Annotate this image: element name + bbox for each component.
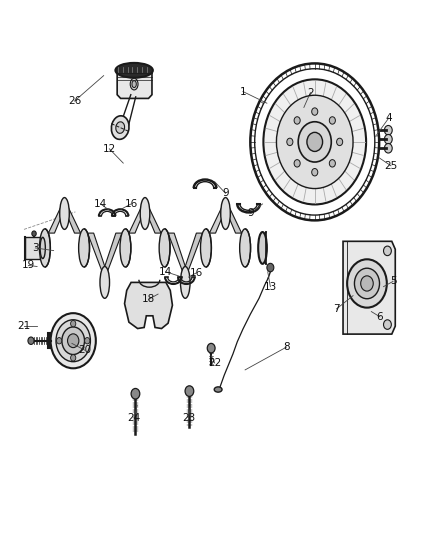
Circle shape	[307, 132, 322, 151]
Ellipse shape	[221, 198, 230, 229]
Circle shape	[354, 268, 379, 298]
Polygon shape	[168, 233, 187, 273]
Circle shape	[185, 386, 194, 397]
Text: 3: 3	[32, 243, 39, 253]
Circle shape	[267, 263, 274, 272]
Text: 14: 14	[94, 199, 107, 209]
Circle shape	[385, 143, 392, 153]
Polygon shape	[129, 204, 147, 233]
Text: 21: 21	[18, 321, 31, 331]
Polygon shape	[143, 204, 161, 233]
Text: 8: 8	[283, 342, 290, 352]
Polygon shape	[209, 204, 228, 233]
Text: 6: 6	[377, 312, 383, 322]
Text: 16: 16	[124, 199, 138, 209]
Circle shape	[28, 337, 34, 344]
Text: 18: 18	[142, 294, 155, 304]
Ellipse shape	[201, 229, 212, 267]
Text: 9: 9	[247, 208, 254, 219]
Ellipse shape	[79, 229, 89, 267]
Ellipse shape	[116, 63, 153, 78]
Circle shape	[294, 159, 300, 167]
Circle shape	[50, 313, 96, 368]
Circle shape	[385, 125, 392, 135]
Text: 26: 26	[68, 96, 81, 106]
Polygon shape	[183, 233, 202, 273]
Circle shape	[298, 122, 331, 162]
Polygon shape	[62, 204, 81, 233]
Polygon shape	[88, 233, 107, 273]
Text: 24: 24	[127, 413, 141, 423]
Ellipse shape	[132, 80, 136, 87]
Circle shape	[276, 95, 353, 189]
Text: 4: 4	[385, 113, 392, 123]
Ellipse shape	[130, 78, 138, 90]
Circle shape	[329, 159, 336, 167]
Text: 9: 9	[222, 188, 229, 198]
Polygon shape	[48, 204, 67, 233]
Text: 13: 13	[264, 281, 277, 292]
Polygon shape	[25, 237, 43, 259]
Polygon shape	[117, 72, 152, 99]
Circle shape	[329, 117, 336, 124]
Circle shape	[312, 168, 318, 176]
Circle shape	[131, 389, 140, 399]
Circle shape	[294, 117, 300, 124]
Circle shape	[62, 327, 85, 354]
Text: 2: 2	[307, 87, 314, 98]
Ellipse shape	[60, 198, 69, 229]
Circle shape	[251, 63, 379, 220]
Ellipse shape	[120, 229, 131, 267]
Circle shape	[207, 343, 215, 353]
Circle shape	[336, 138, 343, 146]
Polygon shape	[223, 204, 242, 233]
Circle shape	[67, 334, 79, 348]
Circle shape	[384, 246, 391, 256]
Circle shape	[71, 320, 76, 327]
Polygon shape	[124, 282, 173, 328]
Circle shape	[384, 320, 391, 329]
Ellipse shape	[180, 266, 190, 298]
Text: 7: 7	[333, 304, 340, 314]
Polygon shape	[102, 233, 122, 273]
Text: 12: 12	[102, 144, 116, 154]
Text: 23: 23	[182, 413, 195, 423]
Ellipse shape	[159, 229, 170, 267]
Circle shape	[85, 337, 90, 344]
Ellipse shape	[40, 237, 46, 259]
Text: 14: 14	[159, 267, 173, 277]
Circle shape	[385, 134, 392, 144]
Circle shape	[287, 138, 293, 146]
Ellipse shape	[111, 116, 129, 139]
Circle shape	[71, 354, 76, 361]
Circle shape	[57, 337, 62, 344]
Polygon shape	[343, 241, 395, 334]
Circle shape	[56, 320, 90, 362]
Text: 22: 22	[208, 358, 221, 368]
Ellipse shape	[140, 198, 150, 229]
Circle shape	[263, 79, 366, 205]
Ellipse shape	[258, 232, 267, 264]
Circle shape	[361, 276, 373, 291]
Ellipse shape	[240, 229, 251, 267]
Circle shape	[32, 231, 36, 236]
Ellipse shape	[116, 122, 124, 133]
Text: 16: 16	[190, 268, 203, 278]
Ellipse shape	[39, 229, 50, 267]
Circle shape	[347, 259, 387, 308]
Text: 5: 5	[390, 276, 396, 286]
Text: 20: 20	[78, 345, 92, 356]
Ellipse shape	[100, 266, 110, 298]
Text: 25: 25	[384, 161, 398, 171]
Circle shape	[312, 108, 318, 115]
Text: 19: 19	[22, 261, 35, 270]
Ellipse shape	[214, 387, 222, 392]
Text: 1: 1	[240, 86, 246, 96]
